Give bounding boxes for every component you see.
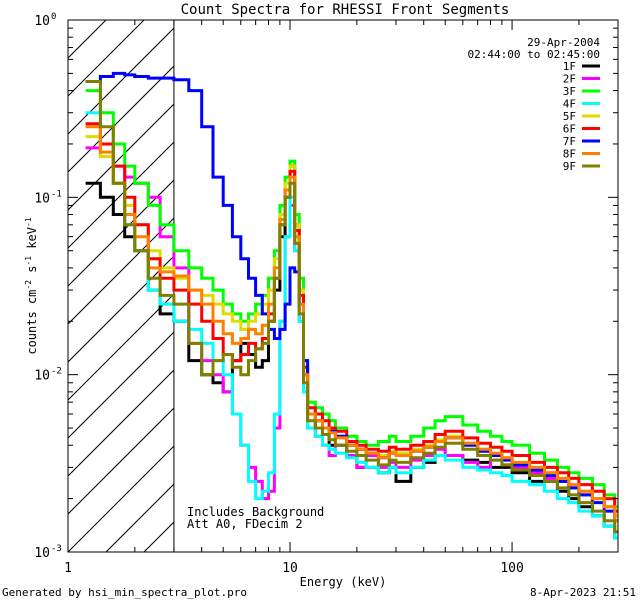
x-tick-label: 100 <box>500 561 523 576</box>
y-label-exp1: -2 <box>24 280 33 290</box>
y-label-part3: keV <box>25 227 39 256</box>
x-tick-label: 10 <box>282 561 298 576</box>
hatch-line <box>68 103 174 211</box>
legend-label-9F: 9F <box>563 160 576 173</box>
y-tick-base: 10 <box>34 14 50 29</box>
hatch-line <box>68 20 69 21</box>
y-label-exp3: -1 <box>24 217 33 227</box>
hatch-line <box>68 27 174 135</box>
hatch-line <box>68 445 174 552</box>
legend-label-8F: 8F <box>563 148 576 161</box>
legend-label-1F: 1F <box>563 60 576 73</box>
y-label-part1: counts cm <box>25 290 39 355</box>
y-label-exp2: -1 <box>24 256 33 266</box>
y-axis-label: counts cm-2 s-1 keV-1 <box>24 217 39 354</box>
series-line-2F <box>85 146 618 518</box>
hatch-line <box>68 255 174 363</box>
series-line-4F <box>85 111 618 540</box>
legend-label-4F: 4F <box>563 98 576 111</box>
hatch-line <box>68 217 174 325</box>
annotation-attenuator: Att A0, FDecim 2 <box>187 517 303 531</box>
y-tick-exponent: -1 <box>51 189 62 199</box>
x-axis-label: Energy (keV) <box>300 575 387 589</box>
y-tick-exponent: -2 <box>51 367 62 377</box>
y-tick-label: 10 <box>34 546 50 561</box>
y-tick-base: 10 <box>34 369 50 384</box>
hatch-line <box>68 65 174 173</box>
y-tick-label: 10 <box>34 14 50 29</box>
y-tick-base: 10 <box>34 191 50 206</box>
axis-ticks <box>67 19 619 553</box>
plot-frame <box>67 19 619 553</box>
chart-title: Count Spectra for RHESSI Front Segments <box>181 2 510 18</box>
legend-label-2F: 2F <box>563 73 576 86</box>
series-line-9F <box>85 80 618 534</box>
series-lines <box>85 71 618 540</box>
shaded-region <box>68 20 174 552</box>
y-tick-label: 10 <box>34 369 50 384</box>
x-tick-labels: 1 10 100 <box>64 561 524 576</box>
y-tick-exponent: 0 <box>51 12 56 22</box>
annotation-background: Includes Background <box>187 505 324 519</box>
y-tick-label: 10 <box>34 191 50 206</box>
observation-date: 29-Apr-2004 <box>527 36 600 49</box>
footer-generated-by: Generated by hsi_min_spectra_plot.pro <box>2 586 247 599</box>
legend-label-5F: 5F <box>563 110 576 123</box>
y-tick-exponent: -3 <box>51 544 62 554</box>
series-line-6F <box>85 122 618 513</box>
observation-time-range: 02:44:00 to 02:45:00 <box>468 48 600 61</box>
series-line-3F <box>85 89 618 509</box>
y-tick-base: 10 <box>34 546 50 561</box>
y-label-part2: s <box>25 266 39 280</box>
legend-label-7F: 7F <box>563 135 576 148</box>
hatch-line <box>68 407 174 515</box>
legend-label-6F: 6F <box>563 123 576 136</box>
footer-timestamp: 8-Apr-2023 21:51 <box>530 586 636 599</box>
hatch-line <box>68 331 174 439</box>
series-line-8F <box>85 125 618 523</box>
legend-label-3F: 3F <box>563 85 576 98</box>
x-tick-label: 1 <box>64 561 72 576</box>
hatch-line <box>68 369 174 477</box>
series-line-1F <box>85 164 618 540</box>
hatch-line <box>68 20 107 59</box>
